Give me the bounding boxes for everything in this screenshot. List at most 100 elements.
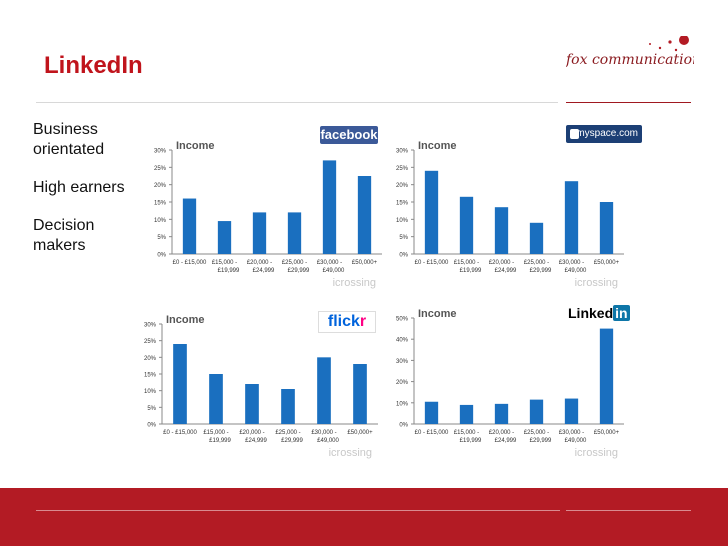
y-tick-label: 5% (399, 235, 408, 241)
y-tick-label: 40% (396, 338, 409, 344)
x-tick-label: £20,000 - (239, 430, 264, 436)
chart-title: Income (176, 140, 215, 152)
x-tick-label: £25,000 - (282, 260, 307, 266)
y-tick-label: 10% (154, 218, 167, 224)
x-tick-label: £29,999 (281, 438, 303, 444)
linkedin-income-chart: Income 0% 10% 20% 30% 40% 50% £0 - £15,000 £15,0… (396, 308, 624, 459)
x-tick-label: £19,999 (209, 438, 231, 444)
x-tick-label: £25,000 - (275, 430, 300, 436)
x-tick-label: £29,999 (288, 268, 310, 274)
y-tick-label: 50% (396, 317, 409, 323)
chart-title: Income (418, 140, 457, 152)
x-tick-label: £30,000 - (317, 260, 342, 266)
x-tick-label: £49,000 (323, 268, 345, 274)
y-tick-label: 25% (144, 339, 157, 345)
y-tick-label: 10% (144, 389, 157, 395)
icrossing-watermark: icrossing (575, 447, 618, 459)
myspace-logo: myspace.com (566, 125, 642, 143)
x-tick-label: £0 - £15,000 (415, 260, 449, 266)
x-tick-label: £30,000 - (311, 430, 336, 436)
y-tick-label: 0% (157, 253, 166, 259)
y-tick-label: 20% (144, 356, 157, 362)
x-tick-label: £24,999 (495, 268, 517, 274)
bar (281, 389, 295, 424)
icrossing-watermark: icrossing (333, 277, 376, 289)
chart-title: Income (418, 308, 457, 320)
x-tick-label: £19,999 (218, 268, 240, 274)
logo-divider (566, 102, 691, 103)
slide-title: LinkedIn (44, 52, 143, 79)
x-tick-label: £25,000 - (524, 430, 549, 436)
bar (529, 222, 544, 254)
x-tick-label: £0 - £15,000 (163, 430, 197, 436)
y-tick-label: 20% (154, 183, 167, 189)
bar (217, 221, 232, 254)
bar (173, 344, 187, 424)
y-tick-label: 10% (396, 218, 409, 224)
x-tick-label: £24,999 (495, 438, 517, 444)
x-tick-label: £30,000 - (559, 430, 584, 436)
y-tick-label: 20% (396, 380, 409, 386)
y-tick-label: 10% (396, 401, 409, 407)
bullet-business: Business orientated (33, 121, 105, 158)
bar (424, 170, 439, 254)
x-tick-label: £20,000 - (489, 430, 514, 436)
y-tick-label: 5% (147, 406, 156, 412)
x-tick-label: £24,999 (253, 268, 275, 274)
logo-text: fox communications (566, 52, 694, 68)
x-tick-label: £30,000 - (559, 260, 584, 266)
bar (529, 399, 544, 424)
x-tick-label: £50,000+ (347, 430, 373, 436)
x-tick-label: £49,000 (565, 438, 587, 444)
title-divider (36, 102, 558, 103)
x-tick-label: £15,000 - (203, 430, 228, 436)
footer-band (0, 488, 728, 546)
facebook-income-chart: Income 0% 5% 10% 15% 20% 25% 30% £0 - £15,000 £15… (154, 140, 382, 289)
bar (209, 374, 223, 424)
bar (564, 181, 579, 254)
bar (494, 403, 509, 424)
x-tick-label: £50,000+ (594, 430, 620, 436)
y-tick-label: 30% (144, 323, 157, 329)
bar (599, 202, 614, 254)
bullet-list: Business orientated High earners Decisio… (33, 120, 125, 274)
bar (317, 357, 331, 424)
y-tick-label: 20% (396, 183, 409, 189)
x-tick-label: £50,000+ (594, 260, 620, 266)
y-tick-label: 15% (144, 373, 157, 379)
y-tick-label: 25% (154, 166, 167, 172)
facebook-logo: facebook (320, 126, 378, 144)
flickr-income-chart: Income 0% 5% 10% 15% 20% 25% 30% £0 - £15,000 £15… (144, 314, 378, 459)
y-tick-label: 0% (147, 423, 156, 429)
footer-rule-right (566, 510, 691, 511)
y-tick-label: 30% (396, 359, 409, 365)
bar (459, 404, 474, 424)
bar (357, 176, 372, 254)
bar (182, 198, 197, 254)
x-tick-label: £49,000 (565, 268, 587, 274)
bar (353, 364, 367, 424)
icrossing-watermark: icrossing (575, 277, 618, 289)
x-tick-label: £0 - £15,000 (415, 430, 449, 436)
x-tick-label: £19,999 (460, 268, 482, 274)
bar (287, 212, 302, 254)
y-tick-label: 15% (396, 201, 409, 207)
chart-title: Income (166, 314, 205, 326)
flickr-logo: flickr (318, 311, 376, 333)
icrossing-watermark: icrossing (329, 447, 372, 459)
y-tick-label: 0% (399, 253, 408, 259)
bullet-decision: Decision makers (33, 217, 95, 254)
bar (424, 401, 439, 424)
x-tick-label: £20,000 - (489, 260, 514, 266)
y-tick-label: 15% (154, 201, 167, 207)
bar (245, 384, 259, 424)
bar (322, 160, 337, 254)
x-tick-label: £19,999 (460, 438, 482, 444)
x-tick-label: £15,000 - (454, 260, 479, 266)
y-tick-label: 30% (396, 149, 409, 155)
x-tick-label: £29,999 (530, 438, 552, 444)
bar (564, 398, 579, 424)
x-tick-label: £50,000+ (352, 260, 378, 266)
y-tick-label: 25% (396, 166, 409, 172)
footer-rule (36, 510, 560, 511)
